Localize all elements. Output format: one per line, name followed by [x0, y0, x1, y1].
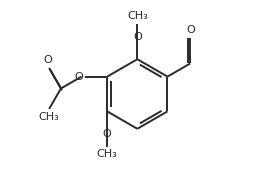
Text: O: O [103, 129, 112, 139]
Text: O: O [186, 25, 195, 35]
Text: CH₃: CH₃ [39, 112, 59, 122]
Text: O: O [74, 72, 83, 82]
Text: CH₃: CH₃ [97, 149, 118, 159]
Text: CH₃: CH₃ [127, 11, 148, 21]
Text: O: O [44, 55, 53, 65]
Text: O: O [133, 32, 142, 42]
